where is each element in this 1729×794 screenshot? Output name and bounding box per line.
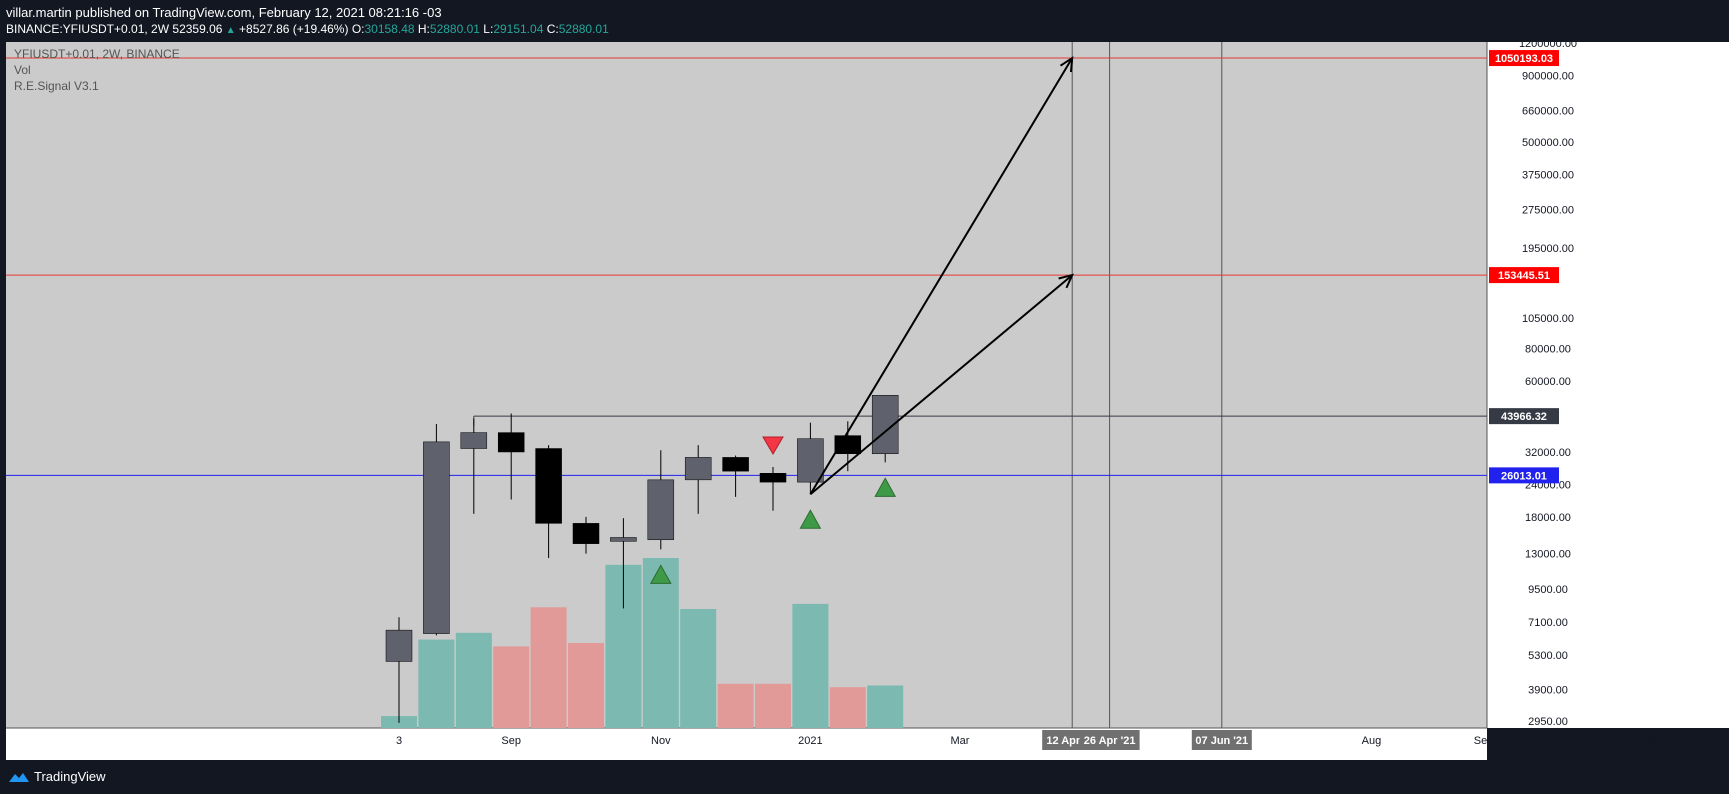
price-tick-label: 275000.00 — [1522, 204, 1574, 216]
volume-bar — [568, 643, 604, 728]
price-tick-label: 195000.00 — [1522, 243, 1574, 255]
price-label-text: 153445.51 — [1498, 270, 1550, 282]
price-tick-label: 13000.00 — [1525, 549, 1571, 561]
candle-body — [610, 537, 637, 542]
date-marker-badge — [1191, 730, 1252, 750]
price-tick-label: 500000.00 — [1522, 137, 1574, 149]
candle-body — [497, 432, 525, 453]
date-marker-label: 07 Jun '21 — [1195, 735, 1248, 747]
price-label-badge — [1489, 467, 1559, 484]
price-label-badge — [1489, 408, 1559, 425]
footer: TradingView — [0, 760, 1729, 794]
price-tick-label: 900000.00 — [1522, 70, 1574, 82]
projection-arrow — [809, 274, 1073, 496]
price-tick-label: 7100.00 — [1528, 617, 1568, 629]
candle-body — [684, 457, 712, 481]
price-label-text: 26013.01 — [1501, 470, 1547, 482]
price-label-text: 43966.32 — [1501, 411, 1547, 423]
price-chart[interactable]: 1200000.00 900000.00 660000.00 500000.00 375… — [0, 42, 1729, 760]
price-tick-label: 1200000.00 — [1519, 42, 1577, 50]
volume-bar — [755, 683, 791, 728]
price-tick-label: 32000.00 — [1525, 447, 1571, 459]
legend-symbol: YFIUSDT+0.01, 2W, BINANCE — [14, 47, 180, 61]
author-name[interactable]: villar.martin — [6, 5, 72, 20]
candle-body — [647, 479, 675, 541]
price-tick-label: 5300.00 — [1528, 650, 1568, 662]
volume-bar — [418, 639, 455, 728]
open-value: 30158.48 — [364, 22, 415, 36]
high-value: 52880.01 — [429, 22, 480, 36]
high-label: H: — [417, 22, 430, 36]
time-tick-label: Sep — [1474, 735, 1494, 747]
candle-body — [423, 441, 450, 634]
price-tick-label: 2950.00 — [1528, 716, 1568, 728]
date-marker-badge — [1079, 730, 1140, 750]
volume-bar — [493, 646, 530, 728]
candle-body — [385, 629, 413, 662]
buy-signal-marker — [649, 564, 672, 584]
published-text: published on TradingView.com, February 1… — [75, 5, 442, 20]
candle-body — [572, 523, 600, 544]
legend-indicator: R.E.Signal V3.1 — [14, 79, 99, 93]
last-price: 52359.06 — [172, 22, 223, 36]
price-tick-label: 18000.00 — [1525, 512, 1571, 524]
time-tick-label: Nov — [651, 735, 671, 747]
date-marker-label: 26 Apr '21 — [1084, 735, 1136, 747]
candle-body — [797, 438, 824, 483]
price-tick-label: 375000.00 — [1522, 169, 1574, 181]
legend-volume: Vol — [14, 63, 31, 77]
volume-bar — [680, 609, 717, 728]
tradingview-brand[interactable]: TradingView — [34, 769, 106, 784]
projection-arrow-head — [1059, 56, 1074, 73]
plot-area — [6, 42, 1487, 728]
volume-bar — [530, 607, 567, 728]
close-value: 52880.01 — [558, 22, 609, 36]
time-tick-label: 3 — [396, 735, 402, 747]
price-axis — [1487, 42, 1729, 728]
tradingview-logo-icon — [9, 773, 29, 782]
price-label-badge — [1489, 267, 1559, 284]
volume-bar — [642, 558, 679, 728]
candle-body — [460, 432, 488, 449]
low-label: L: — [483, 22, 494, 36]
volume-bar — [867, 685, 904, 728]
price-label-text: 1050193.03 — [1495, 53, 1553, 65]
volume-bar — [829, 687, 866, 728]
open-label: O: — [351, 22, 365, 36]
time-tick-label: 2021 — [798, 735, 822, 747]
buy-signal-marker — [874, 477, 897, 497]
triangle-up-icon: ▲ — [225, 25, 236, 36]
volume-bar — [455, 632, 492, 728]
time-tick-label: Aug — [1362, 735, 1382, 747]
price-tick-label: 9500.00 — [1528, 584, 1568, 596]
candle-body — [759, 473, 787, 483]
ohlc-line: BINANCE:YFIUSDT+0.01, 2W 52359.06 ▲ +852… — [6, 22, 609, 36]
publish-header: villar.martin published on TradingView.c… — [0, 0, 1729, 42]
price-tick-label: 105000.00 — [1522, 313, 1574, 325]
price-tick-label: 660000.00 — [1522, 105, 1574, 117]
price-tick-label: 3900.00 — [1528, 684, 1568, 696]
low-value: 29151.04 — [493, 22, 544, 36]
publish-line: villar.martin published on TradingView.c… — [6, 5, 442, 20]
projection-arrow-head — [1058, 273, 1074, 289]
buy-signal-marker — [799, 509, 822, 529]
price-change: +8527.86 (+19.46%) — [239, 22, 349, 36]
volume-bar — [792, 603, 829, 728]
time-tick-label: Nov — [1642, 735, 1662, 747]
price-label-badge — [1489, 50, 1559, 67]
time-tick-label: Sep — [501, 735, 521, 747]
close-label: C: — [546, 22, 559, 36]
time-axis — [6, 728, 1487, 760]
volume-bar — [717, 683, 754, 728]
sell-signal-marker — [762, 436, 784, 456]
projection-arrow — [809, 57, 1074, 495]
candle-body — [722, 457, 749, 472]
time-tick-label: Mar — [951, 735, 970, 747]
price-tick-label: 80000.00 — [1525, 344, 1571, 356]
price-tick-label: 60000.00 — [1525, 376, 1571, 388]
candle-body — [535, 448, 562, 524]
symbol-text: BINANCE:YFIUSDT+0.01, 2W — [6, 22, 170, 36]
candle-body — [834, 435, 862, 455]
